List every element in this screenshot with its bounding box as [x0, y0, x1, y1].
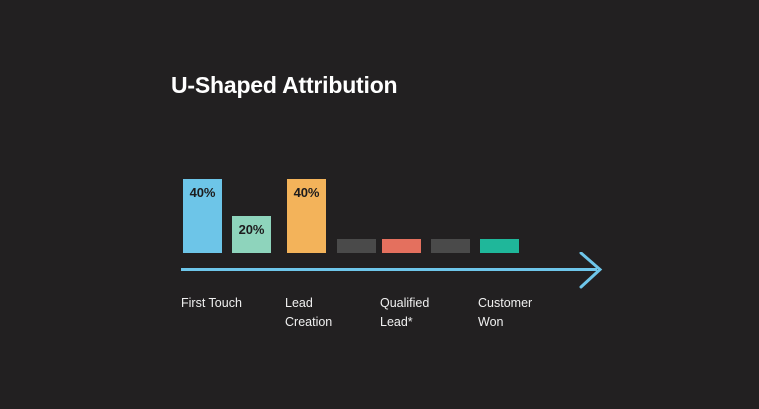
stage-label-lead-creation: Lead Creation — [285, 296, 333, 329]
bar-value-label: 40% — [189, 185, 216, 200]
bar-value-label: 20% — [238, 222, 265, 237]
stage-label-first-touch: First Touch — [181, 296, 242, 310]
bar-value-label: 40% — [293, 185, 320, 200]
bar-first-touch: 40% — [183, 179, 222, 253]
timeline-arrow-svg — [181, 251, 603, 289]
arrowhead-icon — [579, 251, 603, 289]
bar-second-touch: 20% — [232, 216, 271, 253]
stage-label-qualified-lead: Qualified Lead* — [380, 296, 430, 329]
bar-touchpoint-red — [382, 239, 421, 253]
bar-touchpoint-gray-1 — [337, 239, 376, 253]
bar-touchpoint-gray-2 — [431, 239, 470, 253]
stage-label-customer-won: Customer Won — [478, 296, 533, 329]
bar-customer-won — [480, 239, 519, 253]
timeline-arrow — [181, 251, 606, 290]
bar-lead-creation: 40% — [287, 179, 326, 253]
page-title: U-Shaped Attribution — [171, 72, 398, 98]
